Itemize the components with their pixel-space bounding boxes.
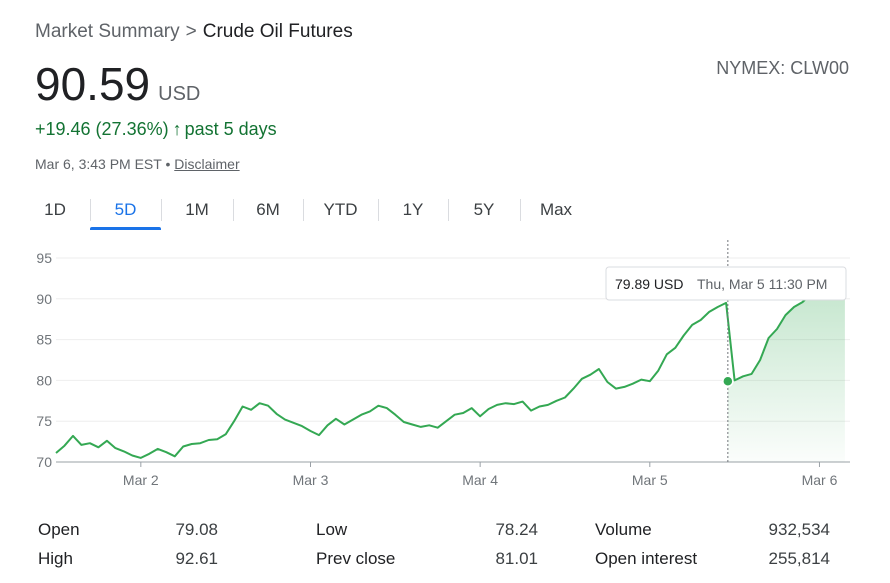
tab-6m[interactable]: 6M [233,193,303,227]
timestamp-text: Mar 6, 3:43 PM EST [35,156,162,172]
price-line [55,291,845,459]
disclaimer-link[interactable]: Disclaimer [174,156,240,172]
current-price: 90.59 [35,58,151,110]
x-tick-label: Mar 4 [462,472,498,488]
y-tick-label: 95 [36,250,52,266]
x-tick-label: Mar 5 [632,472,668,488]
stat-value-low: 78.24 [495,520,538,539]
x-tick-label: Mar 3 [293,472,329,488]
bullet-separator: • [165,156,171,172]
y-tick-label: 80 [36,372,52,388]
stat-value-open-interest: 255,814 [768,549,830,568]
hover-point[interactable] [722,375,734,388]
tab-max[interactable]: Max [520,193,592,227]
tooltip-time: Thu, Mar 5 11:30 PM [697,276,827,292]
y-tick-label: 70 [36,454,52,470]
stat-value-prev-close: 81.01 [495,549,538,568]
range-tabs: 1D 5D 1M 6M YTD 1Y 5Y Max [20,193,592,230]
price-change: +19.46 (27.36%) ↑ past 5 days [35,119,277,140]
breadcrumb-current: Crude Oil Futures [202,21,353,42]
change-value: +19.46 (27.36%) [35,119,169,139]
hover-tooltip [605,266,847,301]
breadcrumb-parent-link[interactable]: Market Summary [35,21,180,42]
stat-value-open: 79.08 [175,520,218,539]
stat-label-prev-close: Prev close [316,549,396,568]
tab-1d[interactable]: 1D [44,200,66,219]
tab-ytd[interactable]: YTD [303,193,378,227]
tab-1m[interactable]: 1M [161,193,233,227]
tab-5y[interactable]: 5Y [448,193,520,227]
x-tick-label: Mar 6 [802,472,838,488]
stat-value-high: 92.61 [175,549,218,568]
tab-1y[interactable]: 1Y [378,193,448,227]
x-tick-label: Mar 2 [123,472,159,488]
stat-value-volume: 932,534 [768,520,830,539]
breadcrumb-separator: > [185,21,197,42]
stat-label-open-interest: Open interest [595,549,698,568]
tab-5d[interactable]: 5D [90,193,161,230]
price-currency: USD [158,83,201,105]
stat-label-high: High [38,549,73,568]
quote-timestamp: Mar 6, 3:43 PM EST • Disclaimer [35,156,240,172]
y-tick-label: 90 [36,291,52,307]
y-tick-label: 75 [36,413,52,429]
chart-area-fill [727,292,845,462]
change-period: past 5 days [184,119,277,139]
price-chart[interactable]: 70 75 80 85 90 95 Mar 2 Mar 3 Mar 4 Mar 5 Mar 6 79.… [0,240,890,500]
price-row: 90.59 USD [35,58,200,110]
stat-label-open: Open [38,520,80,539]
up-arrow-icon: ↑ [172,119,182,139]
exchange-ticker: NYMEX: CLW00 [716,58,849,78]
breadcrumb: Market Summary > Crude Oil Futures [35,21,353,43]
stat-label-volume: Volume [595,520,652,539]
y-tick-label: 85 [36,332,52,348]
tooltip-value: 79.89 USD [615,276,683,292]
stat-label-low: Low [316,520,348,539]
